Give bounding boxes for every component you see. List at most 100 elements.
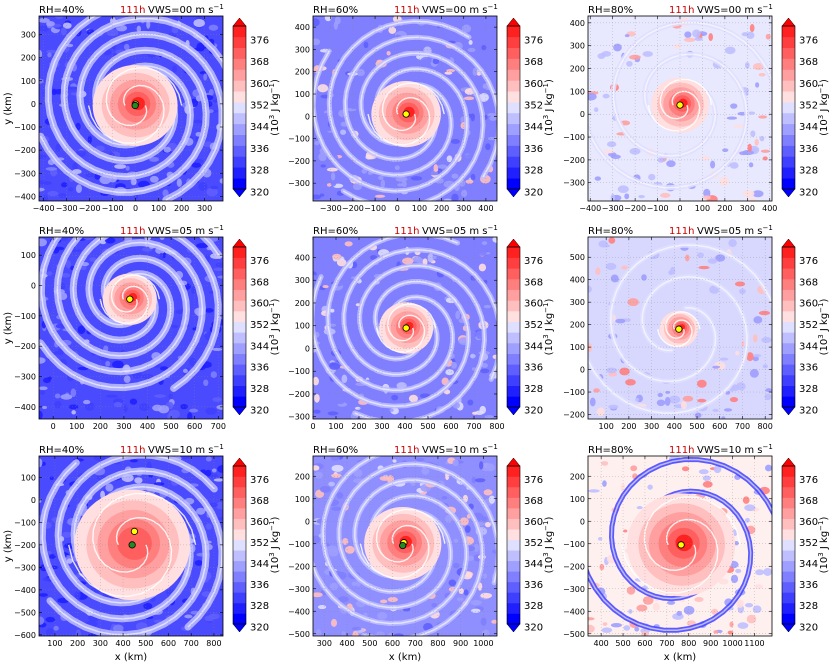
x-tick-label: 500 xyxy=(615,639,630,648)
convective-cell xyxy=(477,248,487,256)
y-tick-label: −500 xyxy=(14,608,36,617)
colorbar-extend-min xyxy=(232,406,247,416)
convective-cell xyxy=(46,20,55,27)
colorbar: 376 368 360 352 344 336 328 320 (103 J kg−1) xyxy=(506,238,555,416)
convective-cell xyxy=(451,361,458,369)
convective-cell xyxy=(193,18,205,28)
x-tick-label: 0 xyxy=(395,204,400,213)
convective-cell xyxy=(626,586,636,595)
convective-cell xyxy=(470,113,475,122)
convective-cell xyxy=(75,629,81,636)
colorbar-segment xyxy=(782,178,795,190)
convective-cell xyxy=(601,627,613,633)
convective-cell xyxy=(746,614,757,624)
convective-cell xyxy=(634,626,640,632)
convective-cell xyxy=(760,149,771,153)
convective-cell xyxy=(642,596,654,605)
x-tick-label: 500 xyxy=(362,639,377,648)
colorbar-segment xyxy=(233,487,246,498)
colorbar-label: (103 J kg−1) xyxy=(268,517,281,574)
y-tick-label: 100 xyxy=(21,77,36,86)
convective-cell xyxy=(470,599,482,606)
convective-cell xyxy=(608,404,619,409)
convective-cell xyxy=(349,105,359,110)
x-tick-label: 300 xyxy=(93,639,108,648)
y-tick-label: −200 xyxy=(14,342,36,351)
convective-cell xyxy=(427,253,434,263)
convective-cell xyxy=(329,582,339,591)
convective-cell xyxy=(461,24,472,33)
core-spiral xyxy=(381,82,445,132)
colorbar-segment xyxy=(233,529,246,541)
convective-cell xyxy=(698,469,709,475)
colorbar-segment xyxy=(782,332,795,344)
colorbar: 376 368 360 352 344 336 328 320 (103 J kg−1) xyxy=(232,238,281,416)
convective-cell xyxy=(412,256,423,263)
core-spiral xyxy=(375,314,426,353)
colorbar-tick-label: 344 xyxy=(799,122,818,133)
colorbar-segment xyxy=(507,47,520,59)
convective-cell xyxy=(747,143,752,152)
convective-cell xyxy=(463,589,469,596)
colorbar-segment xyxy=(782,375,795,386)
vws-label: VWS=00 m s−1 xyxy=(422,3,498,16)
convective-cell xyxy=(719,176,730,186)
convective-cell xyxy=(378,16,389,19)
convective-cell xyxy=(636,604,648,612)
colorbar-segment xyxy=(507,592,520,604)
convective-cell xyxy=(468,51,480,55)
convective-cell xyxy=(485,143,491,151)
x-tick-label: 100 xyxy=(695,204,710,213)
colorbar-segment xyxy=(507,571,520,583)
convective-cell xyxy=(338,177,345,183)
convective-cell xyxy=(676,610,682,616)
colorbar-segment xyxy=(507,247,520,258)
colorbar-segment xyxy=(782,353,795,365)
colorbar-segment xyxy=(233,69,246,81)
colorbar-frame xyxy=(232,25,247,190)
colorbar-tick-label: 352 xyxy=(799,320,818,331)
vws-label: VWS=05 m s−1 xyxy=(148,224,224,237)
convective-cell xyxy=(191,162,202,168)
colorbar-segment xyxy=(233,613,246,625)
convective-cell xyxy=(93,456,106,461)
convective-cell xyxy=(363,41,369,49)
convective-cell xyxy=(77,325,86,334)
convective-cell xyxy=(625,379,636,386)
convective-cell xyxy=(433,164,439,173)
convective-cell xyxy=(601,461,609,466)
convective-cell xyxy=(624,34,630,38)
x-tick-label: 200 xyxy=(351,422,366,431)
colorbar-segment xyxy=(233,80,246,92)
colorbar-extend-max xyxy=(781,17,796,27)
convective-cell xyxy=(683,37,696,42)
colorbar-segment xyxy=(507,268,520,280)
convective-cell xyxy=(708,33,713,42)
convective-cell xyxy=(198,181,208,191)
convective-cell xyxy=(755,82,760,88)
y-tick-label: −300 xyxy=(288,179,310,188)
panel-6: 100 200 300 400 500 600 700 800 500 400 300 200 100 0… xyxy=(563,224,830,431)
convective-cell xyxy=(588,617,595,621)
colorbar-tick-label: 320 xyxy=(250,187,269,198)
convective-cell xyxy=(486,102,495,108)
convective-cell xyxy=(599,563,605,571)
convective-cell xyxy=(39,25,50,32)
y-tick-label: −300 xyxy=(14,169,36,178)
convective-cell xyxy=(215,262,223,268)
convective-cell xyxy=(387,597,398,603)
convective-cell xyxy=(721,416,726,419)
colorbar-frame xyxy=(781,465,796,625)
convective-cell xyxy=(481,241,488,246)
convective-cell xyxy=(744,504,756,512)
colorbar-segment xyxy=(233,321,246,333)
colorbar-segment xyxy=(507,602,520,614)
convective-cell xyxy=(317,604,327,610)
panel-4: 0 100 200 300 400 500 600 700 100 0 −100 −200 −300 −4… xyxy=(3,224,281,431)
colorbar-segment xyxy=(233,300,246,312)
convective-cell xyxy=(330,456,340,461)
convective-cell xyxy=(737,622,749,629)
convective-cell xyxy=(168,409,180,419)
convective-cell xyxy=(328,481,335,487)
convective-cell xyxy=(642,51,653,57)
